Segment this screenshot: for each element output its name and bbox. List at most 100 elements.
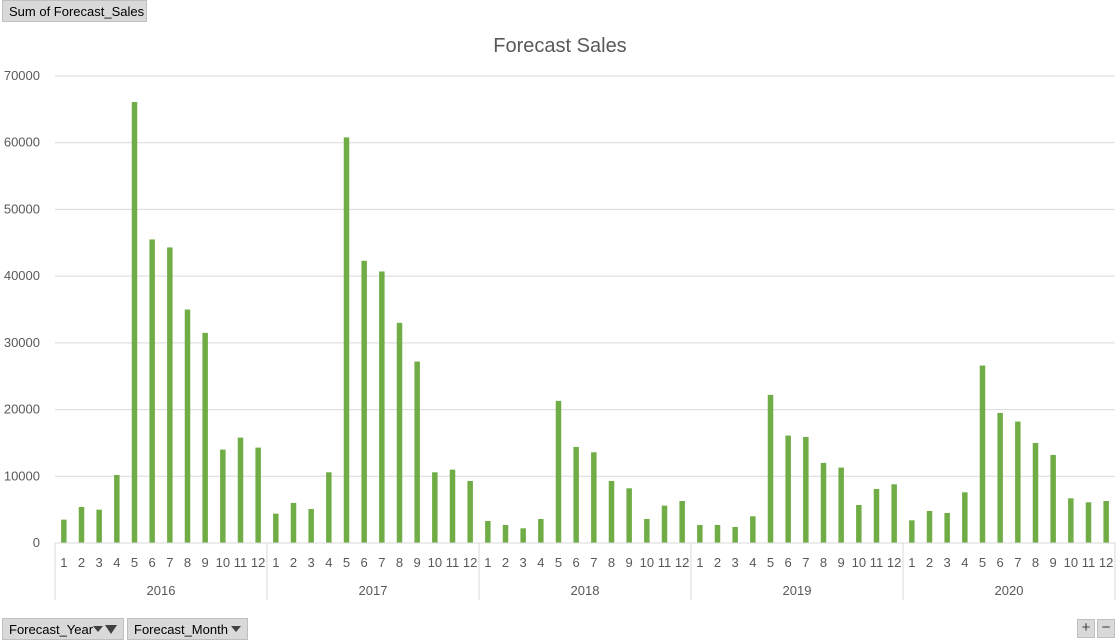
bar[interactable] <box>149 239 155 543</box>
bar[interactable] <box>785 435 791 543</box>
y-tick-label: 50000 <box>4 201 40 216</box>
bar[interactable] <box>767 394 774 543</box>
month-tick-label: 1 <box>908 555 915 570</box>
y-tick-label: 0 <box>33 535 40 550</box>
bar[interactable] <box>644 518 650 543</box>
month-tick-label: 6 <box>785 555 792 570</box>
month-tick-label: 2 <box>290 555 297 570</box>
month-tick-label: 2 <box>926 555 933 570</box>
bar[interactable] <box>838 467 844 543</box>
bar[interactable] <box>714 524 721 543</box>
bar[interactable] <box>114 474 120 543</box>
bar[interactable] <box>997 412 1003 543</box>
bar[interactable] <box>820 462 827 543</box>
month-tick-label: 3 <box>732 555 739 570</box>
bar[interactable] <box>290 502 297 543</box>
bar[interactable] <box>414 361 420 543</box>
value-field-button[interactable]: Sum of Forecast_Sales <box>2 0 147 22</box>
bar[interactable] <box>1103 500 1109 543</box>
bar[interactable] <box>591 452 597 543</box>
bar[interactable] <box>237 437 244 543</box>
bar[interactable] <box>184 309 191 544</box>
bar[interactable] <box>679 500 685 543</box>
bar[interactable] <box>1085 502 1092 543</box>
y-tick-label: 10000 <box>4 468 40 483</box>
bar[interactable] <box>255 447 261 543</box>
month-tick-label: 11 <box>870 555 884 570</box>
bar[interactable] <box>396 322 403 543</box>
bar[interactable] <box>96 509 102 543</box>
bar[interactable] <box>308 508 314 543</box>
bar[interactable] <box>626 488 632 543</box>
filter-dropdown-icon[interactable] <box>93 624 118 634</box>
bar[interactable] <box>467 480 473 543</box>
bar[interactable] <box>1015 421 1021 543</box>
month-tick-label: 7 <box>802 555 809 570</box>
bar[interactable] <box>856 504 862 543</box>
bar[interactable] <box>1050 454 1056 543</box>
bar[interactable] <box>520 528 526 543</box>
bar[interactable] <box>167 247 173 543</box>
bar[interactable] <box>750 516 756 543</box>
gridlines <box>55 75 1115 544</box>
bar[interactable] <box>202 332 208 543</box>
month-tick-label: 3 <box>308 555 315 570</box>
expand-field-button[interactable]: + <box>1077 619 1095 638</box>
bar[interactable] <box>944 512 950 543</box>
bar[interactable] <box>979 365 986 543</box>
collapse-field-button[interactable]: − <box>1097 619 1115 638</box>
bar[interactable] <box>485 520 491 543</box>
month-tick-label: 11 <box>446 555 460 570</box>
month-tick-label: 11 <box>658 555 672 570</box>
bar[interactable] <box>449 469 456 543</box>
month-tick-label: 9 <box>838 555 845 570</box>
bar[interactable] <box>608 480 615 543</box>
month-tick-label: 6 <box>361 555 368 570</box>
bar[interactable] <box>873 488 880 543</box>
bar[interactable] <box>61 519 67 543</box>
bar[interactable] <box>343 137 350 543</box>
dropdown-arrow-icon[interactable] <box>231 626 241 632</box>
bar[interactable] <box>432 472 438 543</box>
bar[interactable] <box>131 102 138 544</box>
bar[interactable] <box>538 518 544 543</box>
month-tick-label: 4 <box>113 555 120 570</box>
bar[interactable] <box>555 400 562 543</box>
month-field-button[interactable]: Forecast_Month <box>127 618 248 640</box>
bar[interactable] <box>361 260 367 543</box>
bars <box>61 102 1109 544</box>
bar[interactable] <box>78 506 85 543</box>
month-tick-label: 9 <box>626 555 633 570</box>
bar[interactable] <box>573 446 579 543</box>
month-tick-label: 8 <box>184 555 191 570</box>
bar[interactable] <box>220 449 226 543</box>
month-tick-label: 10 <box>428 555 442 570</box>
month-tick-label: 9 <box>202 555 209 570</box>
month-tick-label: 2 <box>714 555 721 570</box>
month-tick-label: 12 <box>463 555 477 570</box>
bar[interactable] <box>891 484 897 543</box>
month-tick-label: 3 <box>96 555 103 570</box>
bar[interactable] <box>379 271 385 543</box>
month-tick-label: 8 <box>396 555 403 570</box>
bar[interactable] <box>326 472 332 543</box>
bar[interactable] <box>962 492 968 543</box>
bar[interactable] <box>732 526 738 543</box>
month-tick-label: 4 <box>537 555 544 570</box>
month-tick-label: 10 <box>1064 555 1078 570</box>
bar[interactable] <box>1068 498 1074 543</box>
year-field-button[interactable]: Forecast_Year <box>2 618 124 640</box>
month-tick-label: 12 <box>251 555 265 570</box>
year-group-label: 2019 <box>783 583 812 598</box>
bar[interactable] <box>1032 442 1039 543</box>
bar[interactable] <box>803 436 809 543</box>
bar[interactable] <box>926 510 933 543</box>
month-tick-label: 1 <box>272 555 279 570</box>
bar[interactable] <box>502 524 509 543</box>
bar[interactable] <box>909 520 915 543</box>
bar[interactable] <box>697 524 703 543</box>
month-tick-label: 5 <box>767 555 774 570</box>
bar[interactable] <box>661 505 668 543</box>
bar[interactable] <box>273 513 279 543</box>
